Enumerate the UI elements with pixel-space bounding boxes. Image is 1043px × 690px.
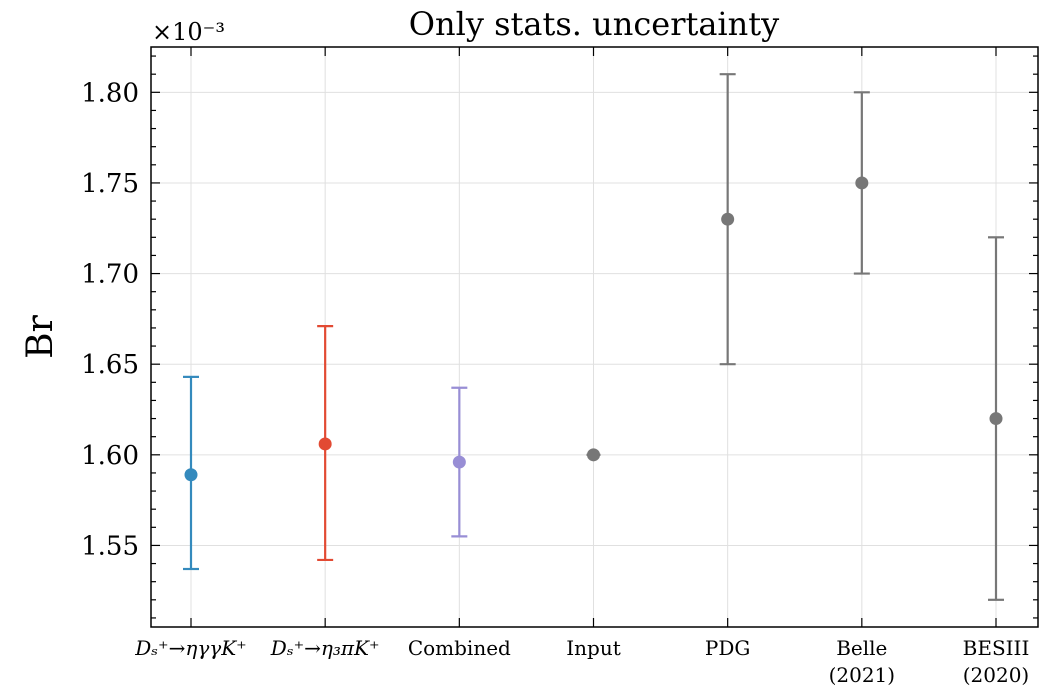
- grid: [151, 47, 1038, 627]
- x-tick-label: Combined: [408, 636, 511, 660]
- y-axis-label: Br: [20, 314, 61, 358]
- plot-frame: [150, 46, 1039, 628]
- data-point: [452, 455, 466, 469]
- errorbar-point: [853, 91, 870, 275]
- x-tick-label: PDG: [705, 636, 750, 660]
- data-point: [184, 468, 198, 482]
- x-tick-label: Dₛ⁺→ηγγK⁺: [134, 636, 246, 660]
- errorbar-point: [451, 386, 468, 538]
- data-point: [855, 176, 869, 190]
- x-axis: Dₛ⁺→ηγγK⁺ Dₛ⁺→η₃πK⁺ Combined Input PDG Belle (…: [134, 47, 1029, 687]
- errorbar-point: [719, 73, 736, 366]
- data-point: [318, 437, 332, 451]
- x-tick-label: (2021): [829, 663, 896, 687]
- errorbar-series: [183, 73, 1004, 601]
- x-tick-label: BESIII: [963, 636, 1030, 660]
- y-tick-label: 1.65: [81, 350, 139, 380]
- y-axis: 1.55 1.60 1.65 1.70 1.75 1.80: [81, 55, 1038, 619]
- x-tick-label: (2020): [963, 663, 1030, 687]
- data-point: [721, 212, 735, 226]
- x-tick-label: Input: [566, 636, 621, 660]
- y-tick-label: 1.75: [81, 169, 139, 199]
- y-tick-label: 1.60: [81, 441, 139, 471]
- errorbar-point: [317, 325, 334, 562]
- data-point: [587, 448, 600, 462]
- x-tick-label: Belle: [836, 636, 887, 660]
- chart-title: Only stats. uncertainty: [409, 5, 779, 43]
- y-tick-label: 1.55: [81, 531, 139, 561]
- y-tick-label: 1.70: [81, 260, 139, 290]
- data-point: [989, 412, 1003, 426]
- x-tick-label: Dₛ⁺→η₃πK⁺: [270, 636, 380, 660]
- y-tick-label: 1.80: [81, 78, 139, 108]
- errorbar-point: [988, 236, 1004, 601]
- y-offset-label: ×10⁻³: [152, 18, 225, 46]
- errorbar-point: [586, 448, 601, 462]
- errorbar-point: [183, 375, 199, 571]
